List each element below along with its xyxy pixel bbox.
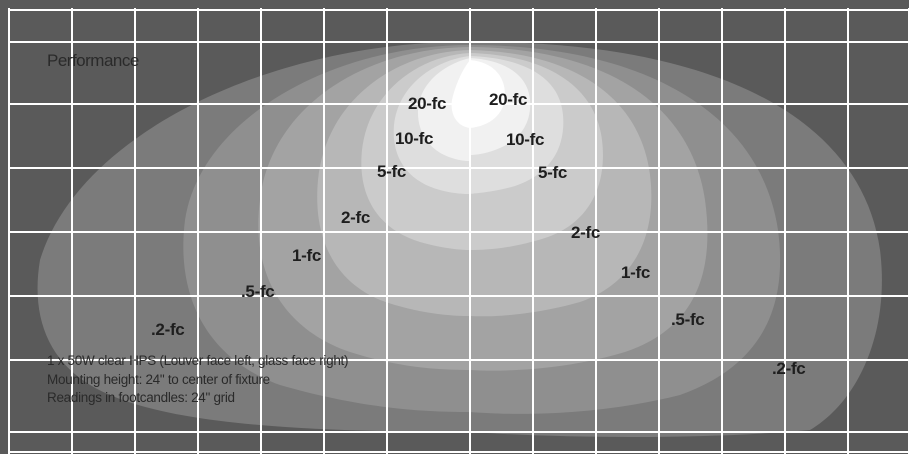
hotspot bbox=[451, 60, 505, 128]
label-right-1fc: 1-fc bbox=[621, 263, 651, 282]
label-right-10fc: 10-fc bbox=[506, 130, 545, 149]
label-left-10fc: 10-fc bbox=[395, 129, 434, 148]
label-left-05fc: .5-fc bbox=[241, 282, 275, 301]
grid bbox=[8, 8, 909, 454]
label-right-20fc: 20-fc bbox=[489, 90, 528, 109]
label-left-5fc: 5-fc bbox=[377, 162, 407, 181]
label-left-2fc: 2-fc bbox=[341, 208, 371, 227]
diagram-title: Performance bbox=[47, 51, 139, 70]
label-left-02fc: .2-fc bbox=[151, 320, 185, 339]
right-contours bbox=[451, 41, 882, 438]
note-mounting-height: Mounting height: 24" to center of fixtur… bbox=[47, 371, 270, 387]
note-readings: Readings in footcandles: 24" grid bbox=[47, 390, 235, 405]
label-right-05fc: .5-fc bbox=[671, 310, 705, 329]
notes: 1 x 50W clear HPS (Louver face left, gla… bbox=[47, 352, 348, 408]
left-contours bbox=[37, 41, 471, 433]
label-right-2fc: 2-fc bbox=[571, 223, 601, 242]
label-left-1fc: 1-fc bbox=[292, 246, 322, 265]
note-lamp: 1 x 50W clear HPS (Louver face left, gla… bbox=[47, 353, 349, 368]
label-right-02fc: .2-fc bbox=[772, 359, 806, 378]
label-left-20fc: 20-fc bbox=[408, 94, 447, 113]
label-right-5fc: 5-fc bbox=[538, 163, 568, 182]
